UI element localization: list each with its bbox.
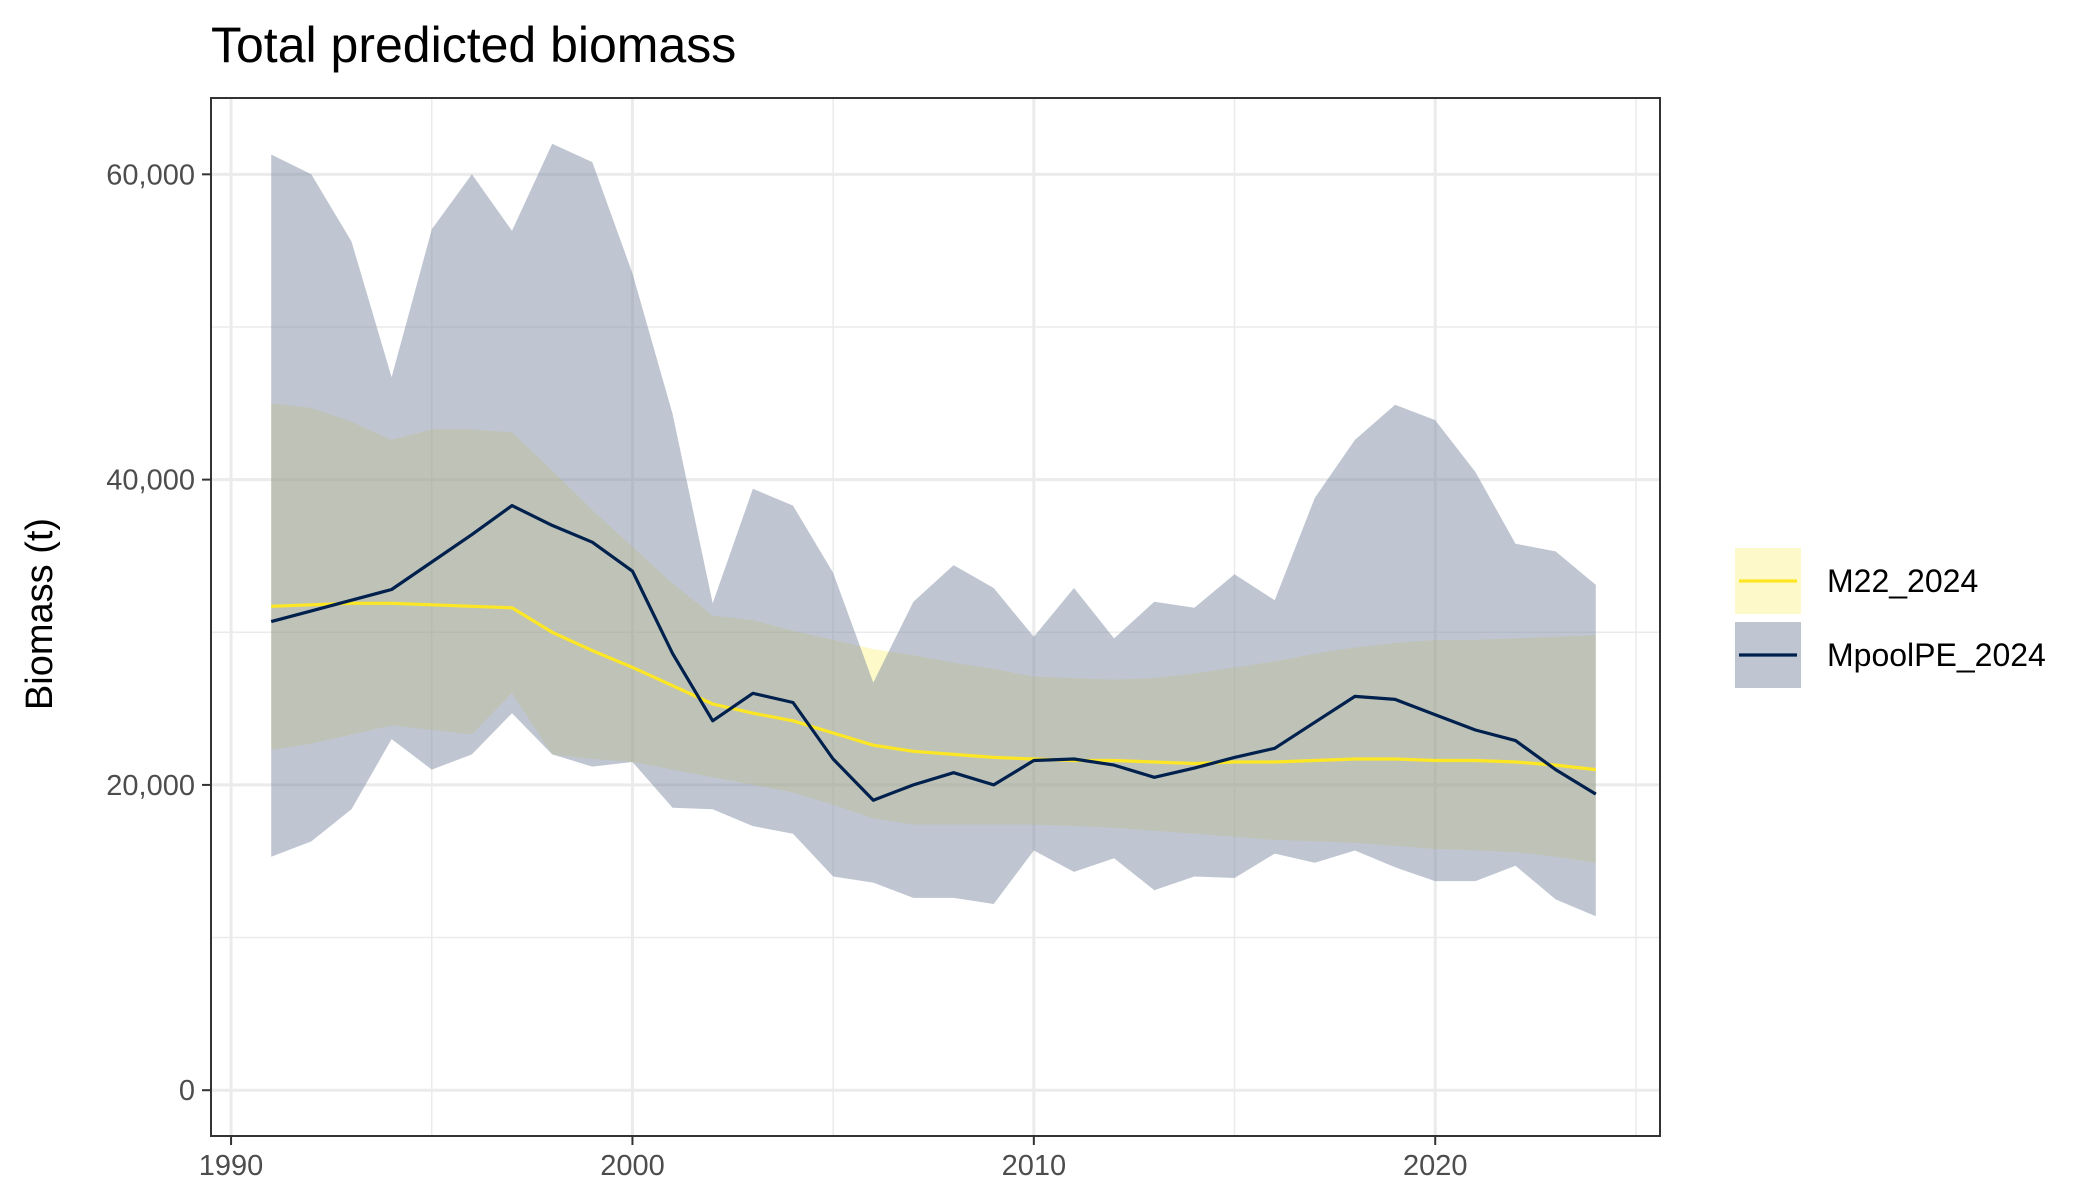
legend-item-M22_2024: M22_2024	[1735, 548, 1978, 614]
legend-label: MpoolPE_2024	[1827, 637, 2046, 673]
panel-border-rect	[210, 97, 1661, 1137]
series-lines	[270, 504, 1597, 802]
confidence-ribbons	[271, 143, 1596, 917]
legend: M22_2024 MpoolPE_2024	[1735, 548, 2046, 688]
x-axis: 1990 2000 2010 2020	[199, 1136, 1468, 1182]
y-tick-label: 20,000	[106, 770, 195, 802]
chart-title: Total predicted biomass	[211, 17, 736, 73]
x-tick-label: 2000	[600, 1150, 665, 1182]
plot-panel-border	[210, 97, 1661, 1137]
y-axis: 0 20,000 40,000 60,000	[106, 159, 211, 1107]
y-tick-label: 60,000	[106, 159, 195, 191]
x-tick-label: 2020	[1403, 1150, 1468, 1182]
ribbon-MpoolPE_2024	[271, 143, 1596, 917]
series-line-M22_2024	[271, 601, 1596, 772]
legend-label: M22_2024	[1827, 563, 1978, 599]
x-tick-label: 2010	[1002, 1150, 1067, 1182]
x-tick-label: 1990	[199, 1150, 264, 1182]
y-axis-title: Biomass (t)	[19, 518, 61, 710]
y-tick-label: 0	[179, 1075, 195, 1107]
legend-item-MpoolPE_2024: MpoolPE_2024	[1735, 622, 2046, 688]
y-tick-label: 40,000	[106, 465, 195, 497]
series-line-MpoolPE_2024	[270, 504, 1597, 802]
